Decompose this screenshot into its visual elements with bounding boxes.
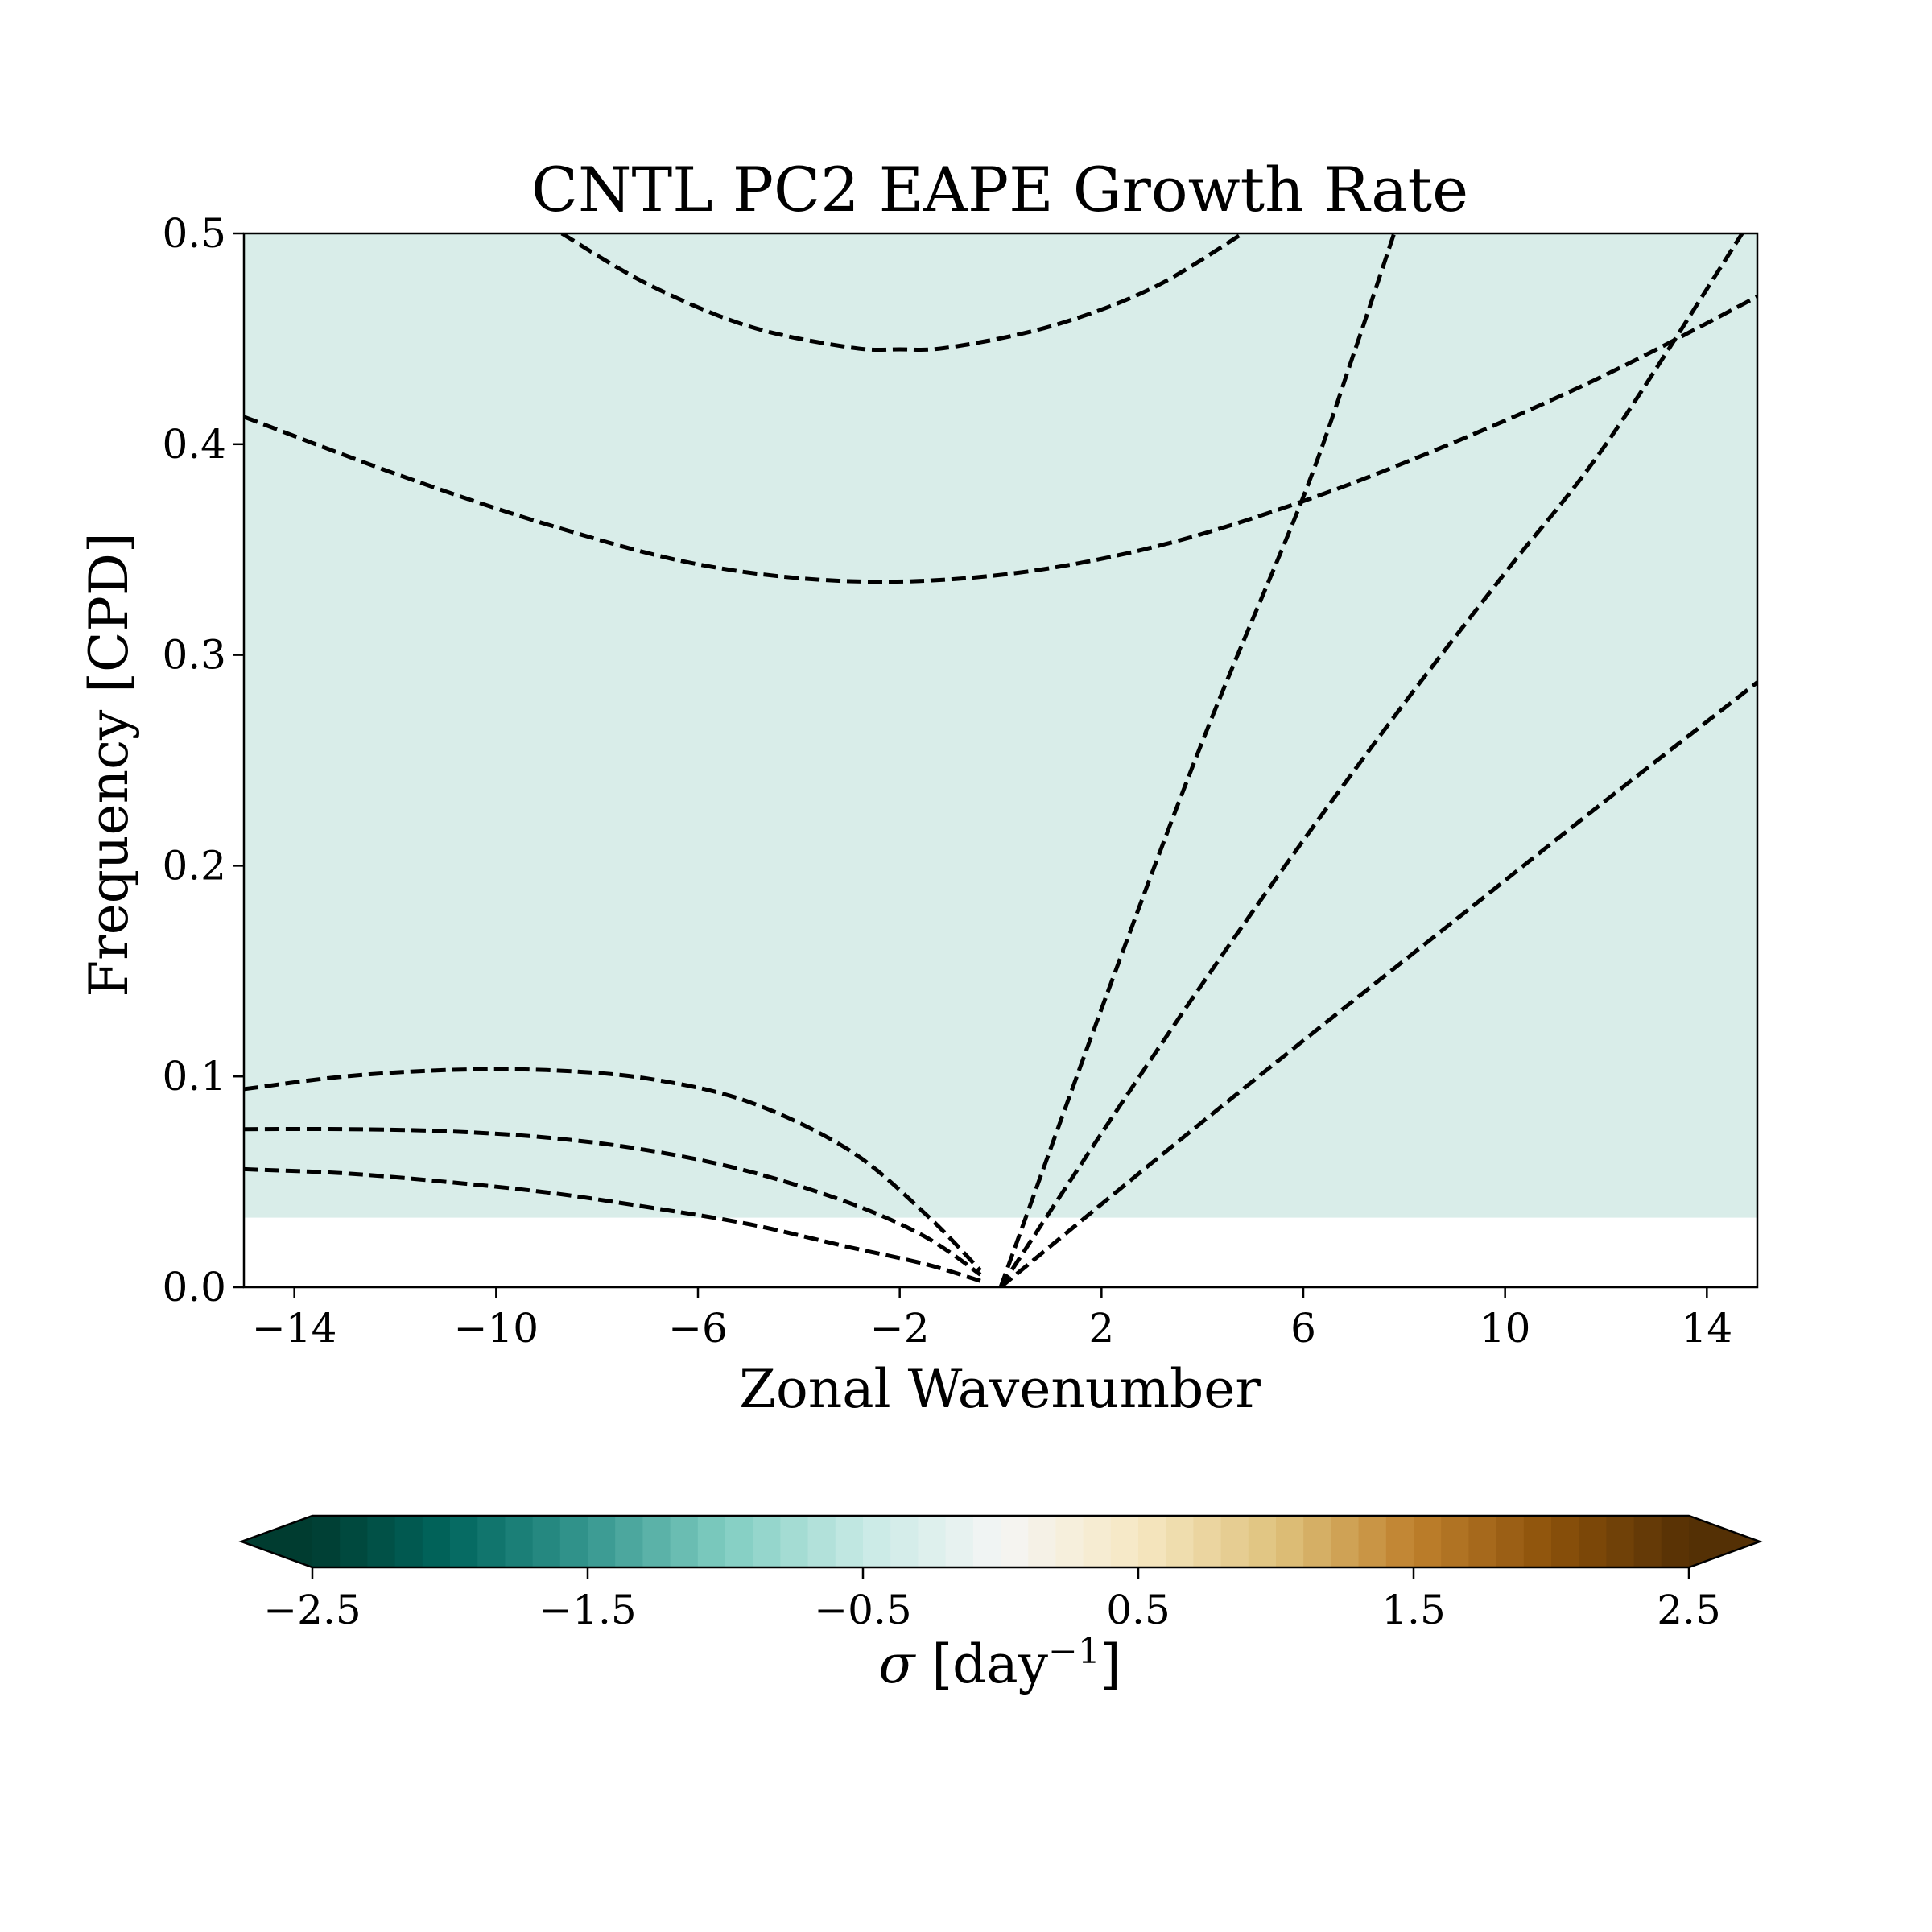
colorbar-level: [477, 1516, 506, 1567]
colorbar-level: [1276, 1516, 1304, 1567]
colorbar-level: [1358, 1516, 1387, 1567]
colorbar-tick-label: 2.5: [1657, 1587, 1721, 1633]
colorbar-level: [780, 1516, 809, 1567]
colorbar-level: [807, 1516, 836, 1567]
dispersion-curve-6: [998, 233, 1397, 1287]
colorbar-tick-label: 0.5: [1106, 1587, 1170, 1633]
plot-frame: [242, 232, 1759, 1289]
colorbar-level: [1220, 1516, 1249, 1567]
colorbar-level: [422, 1516, 451, 1567]
x-tick-label: −6: [668, 1305, 728, 1352]
colorbar-level: [1001, 1516, 1029, 1567]
colorbar-level: [532, 1516, 561, 1567]
colorbar-extend-high: [1689, 1516, 1760, 1567]
colorbar-tick-label: 1.5: [1381, 1587, 1446, 1633]
colorbar-level: [1414, 1516, 1442, 1567]
colorbar-level: [1138, 1516, 1166, 1567]
colorbar-level: [450, 1516, 478, 1567]
plot-area: [242, 232, 1759, 1289]
y-axis-label: Frequency [CPD]: [78, 532, 140, 997]
y-tick-label: 0.3: [162, 632, 226, 679]
y-tick-label: 0.2: [162, 842, 226, 889]
colorbar-level: [1633, 1516, 1662, 1567]
colorbar-level: [1055, 1516, 1084, 1567]
y-tick-label: 0.1: [162, 1053, 226, 1100]
unit-close-bracket: ]: [1100, 1633, 1121, 1695]
growth-rate-field: [244, 233, 1757, 1218]
colorbar-level: [1110, 1516, 1139, 1567]
colorbar-level: [340, 1516, 368, 1567]
colorbar-level: [1606, 1516, 1635, 1567]
dispersion-curve-3: [244, 1067, 982, 1272]
colorbar-level: [670, 1516, 699, 1567]
colorbar-level: [1523, 1516, 1552, 1567]
unit-exponent: −1: [1048, 1631, 1100, 1672]
colorbar-level: [367, 1516, 396, 1567]
colorbar-level: [1385, 1516, 1414, 1567]
dispersion-curve-4: [244, 1126, 982, 1277]
x-tick-label: −2: [870, 1305, 930, 1352]
colorbar-level: [1496, 1516, 1525, 1567]
y-tick-label: 0.0: [162, 1264, 226, 1311]
colorbar-level: [1331, 1516, 1360, 1567]
colorbar-tick-label: −2.5: [263, 1587, 361, 1633]
colorbar-level: [972, 1516, 1001, 1567]
colorbar-level: [753, 1516, 781, 1567]
colorbar-level: [863, 1516, 891, 1567]
colorbar-level: [559, 1516, 588, 1567]
colorbar-tick-label: −1.5: [539, 1587, 636, 1633]
x-tick-label: −14: [252, 1305, 337, 1352]
x-tick-label: −10: [454, 1305, 539, 1352]
unit-text: day: [952, 1633, 1049, 1695]
colorbar-level: [697, 1516, 726, 1567]
dispersion-curve-8: [999, 680, 1757, 1287]
colorbar-tick-label: −0.5: [814, 1587, 911, 1633]
colorbar-level: [1028, 1516, 1056, 1567]
sigma-symbol: σ: [878, 1633, 916, 1695]
dispersion-curve-7: [998, 233, 1744, 1287]
colorbar-level: [945, 1516, 974, 1567]
colorbar-level: [394, 1516, 423, 1567]
unit-open-bracket: [: [931, 1633, 952, 1695]
colorbar-level: [1441, 1516, 1469, 1567]
colorbar-level: [1551, 1516, 1579, 1567]
colorbar-level: [642, 1516, 671, 1567]
colorbar-level: [1193, 1516, 1222, 1567]
colorbar-label: σ [day−1]: [878, 1631, 1121, 1695]
dispersion-curve-1: [560, 233, 1245, 352]
x-tick-label: 2: [1088, 1305, 1114, 1352]
y-axis: 0.0 0.1 0.2 0.3 0.4 0.5: [162, 210, 244, 1311]
dispersion-curve-2: [244, 295, 1757, 584]
colorbar-level: [1468, 1516, 1497, 1567]
colorbar-level: [505, 1516, 534, 1567]
colorbar-level: [1579, 1516, 1607, 1567]
colorbar-level: [835, 1516, 864, 1567]
y-tick-label: 0.4: [162, 421, 226, 468]
x-axis-label: Zonal Wavenumber: [739, 1358, 1261, 1420]
colorbar-level: [312, 1516, 341, 1567]
dispersion-curves: [244, 233, 1757, 1287]
colorbar-level: [1661, 1516, 1690, 1567]
colorbar-level: [1083, 1516, 1112, 1567]
colorbar-level: [1248, 1516, 1277, 1567]
x-axis: −14 −10 −6 −2 2 6 10 14: [252, 1287, 1732, 1352]
colorbar-level: [725, 1516, 753, 1567]
colorbar-extend-low: [242, 1516, 312, 1567]
y-tick-label: 0.5: [162, 210, 226, 257]
colorbar-level: [1303, 1516, 1331, 1567]
colorbar-level: [588, 1516, 616, 1567]
colorbar-level: [1166, 1516, 1194, 1567]
x-tick-label: 14: [1682, 1305, 1733, 1352]
chart-title: CNTL PC2 EAPE Growth Rate: [531, 154, 1468, 225]
x-tick-label: 10: [1480, 1305, 1531, 1352]
colorbar-level: [890, 1516, 919, 1567]
colorbar-level: [615, 1516, 643, 1567]
colorbar: −2.5 −1.5 −0.5 0.5 1.5 2.5: [238, 1514, 1763, 1633]
colorbar-level: [918, 1516, 947, 1567]
x-tick-label: 6: [1290, 1305, 1316, 1352]
